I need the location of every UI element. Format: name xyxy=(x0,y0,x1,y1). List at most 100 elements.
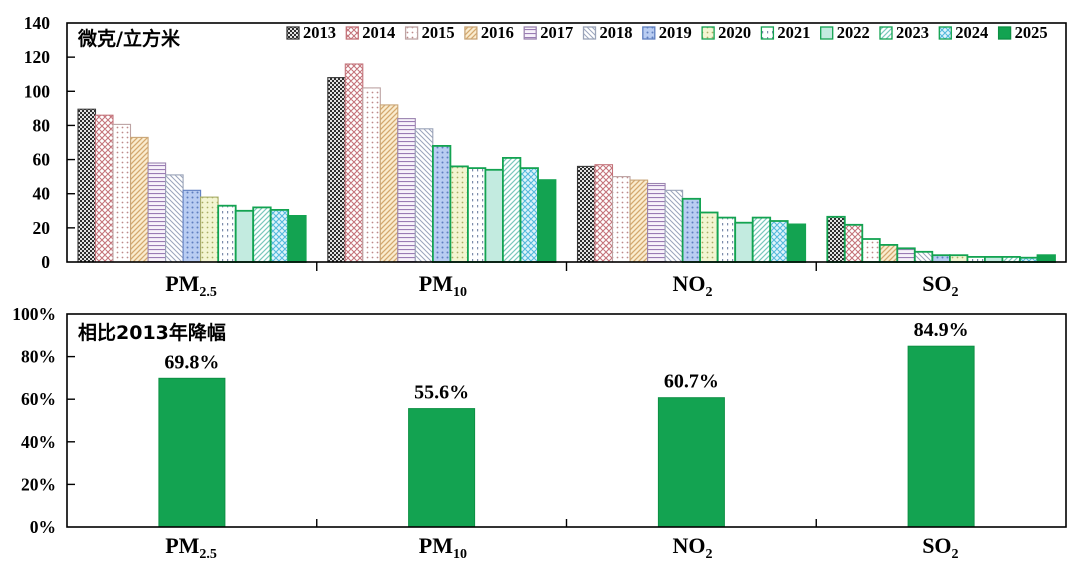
legend-item-2016: 2016 xyxy=(464,23,514,42)
legend-swatch-2019 xyxy=(642,26,656,40)
y-tick-label: 100 xyxy=(24,81,51,101)
top-category-label-NO2: NO2 xyxy=(673,271,713,300)
bar-NO2-2024 xyxy=(769,220,789,263)
bar-PM2.5-2014 xyxy=(94,114,114,263)
legend-swatch-2018 xyxy=(582,26,597,40)
reduction-value-label: 60.7% xyxy=(664,371,719,393)
bar-NO2-2017 xyxy=(647,182,666,263)
y-tick-label: 80 xyxy=(33,115,51,135)
bottom-category-label-PM10: PM10 xyxy=(419,533,467,562)
legend-label-2016: 2016 xyxy=(481,23,514,42)
bar-PM10-2022 xyxy=(484,168,504,263)
top-category-label-PM2.5: PM2.5 xyxy=(165,271,217,300)
legend-item-2021: 2021 xyxy=(760,23,810,42)
bottom-category-label-SO2: SO2 xyxy=(922,533,958,562)
bar-PM2.5-2018 xyxy=(165,174,184,263)
bar-NO2-reduction xyxy=(657,397,725,528)
bar-PM2.5-reduction xyxy=(158,377,226,528)
bar-NO2-2016 xyxy=(629,179,649,263)
legend-label-2024: 2024 xyxy=(955,23,988,42)
y-tick-label: 20% xyxy=(21,474,56,494)
bar-PM10-2025 xyxy=(537,179,557,263)
bar-SO2-2025 xyxy=(1036,254,1056,263)
legend-item-2024: 2024 xyxy=(938,23,988,42)
legend-label-2013: 2013 xyxy=(303,23,336,42)
bar-PM10-2024 xyxy=(519,167,539,263)
y-tick-label: 100% xyxy=(12,304,56,324)
top-chart-unit-label: 微克/立方米 xyxy=(78,28,180,50)
bar-SO2-2014 xyxy=(843,223,864,263)
bar-PM10-2020 xyxy=(449,165,469,263)
bar-SO2-2018 xyxy=(913,250,934,263)
bar-PM2.5-2015 xyxy=(112,123,132,263)
legend-label-2022: 2022 xyxy=(837,23,870,42)
bar-PM2.5-2019 xyxy=(182,189,202,263)
bar-PM2.5-2017 xyxy=(147,162,167,263)
y-tick-label: 40% xyxy=(21,432,56,452)
y-tick-label: 60% xyxy=(21,389,56,409)
top-category-label-PM10: PM10 xyxy=(419,271,467,300)
bar-PM10-2014 xyxy=(344,63,364,263)
legend-item-2013: 2013 xyxy=(286,23,336,42)
legend-swatch-2014 xyxy=(345,26,359,40)
legend-swatch-2015 xyxy=(404,26,419,40)
legend-item-2018: 2018 xyxy=(582,23,633,42)
bottom-chart-title: 相比2013年降幅 xyxy=(78,322,226,344)
y-tick-label: 20 xyxy=(33,218,51,238)
pollutant-concentration-chart: 0 20 40 60 80 100 120 140 PM2.5 PM10 NO2 SO2 2013 201… xyxy=(24,13,1067,300)
reduction-value-label: 69.8% xyxy=(164,351,219,373)
legend-label-2018: 2018 xyxy=(600,23,633,42)
bar-SO2-2015 xyxy=(861,238,881,263)
legend-item-2023: 2023 xyxy=(879,23,929,42)
bar-NO2-2025 xyxy=(786,223,807,263)
bar-NO2-2020 xyxy=(699,211,719,263)
bar-SO2-2020 xyxy=(949,254,969,263)
legend-label-2014: 2014 xyxy=(362,23,395,42)
bar-PM2.5-2013 xyxy=(77,108,97,263)
legend-swatch-2016 xyxy=(464,26,478,40)
legend-item-2015: 2015 xyxy=(404,23,455,42)
bar-NO2-2021 xyxy=(716,216,737,263)
legend-item-2019: 2019 xyxy=(642,23,692,42)
legend-label-2019: 2019 xyxy=(659,23,692,42)
y-tick-label: 80% xyxy=(21,347,56,367)
bar-PM10-2013 xyxy=(327,77,346,263)
legend-item-2022: 2022 xyxy=(820,23,870,42)
bar-PM10-2015 xyxy=(362,87,381,263)
legend-swatch-2013 xyxy=(286,26,300,40)
bar-PM10-2021 xyxy=(466,167,487,263)
bar-PM10-2018 xyxy=(414,128,434,263)
reduction-value-label: 84.9% xyxy=(914,319,969,341)
bar-PM2.5-2021 xyxy=(217,204,237,263)
y-tick-label: 60 xyxy=(33,150,51,170)
bar-SO2-2017 xyxy=(896,247,916,263)
bar-PM10-2023 xyxy=(501,156,522,263)
bar-PM2.5-2022 xyxy=(234,209,255,263)
legend-label-2015: 2015 xyxy=(422,23,455,42)
legend-swatch-2025 xyxy=(997,26,1012,40)
bar-PM10-reduction xyxy=(408,408,476,528)
bar-PM2.5-2025 xyxy=(287,214,307,263)
bar-PM10-2016 xyxy=(379,104,399,263)
legend-swatch-2023 xyxy=(879,26,893,40)
bar-NO2-2018 xyxy=(664,189,684,263)
legend-swatch-2020 xyxy=(701,26,715,40)
reduction-vs-2013-chart: 69.8% 55.6% 60.7% 84.9% 0% 20% 40% 60% 80% 100% PM… xyxy=(12,304,1067,562)
y-tick-label: 0 xyxy=(41,252,50,272)
bar-SO2-2019 xyxy=(931,254,951,263)
y-tick-label: 0% xyxy=(30,517,56,537)
reduction-value-label: 55.6% xyxy=(414,382,469,404)
y-tick-label: 120 xyxy=(24,47,51,67)
bar-PM10-2017 xyxy=(397,118,416,263)
legend-item-2020: 2020 xyxy=(701,23,751,42)
bar-PM10-2019 xyxy=(431,144,452,263)
legend-label-2023: 2023 xyxy=(896,23,929,42)
bottom-category-label-NO2: NO2 xyxy=(673,533,713,562)
bar-NO2-2023 xyxy=(751,216,772,263)
bar-SO2-2016 xyxy=(878,243,899,263)
bar-NO2-2022 xyxy=(734,221,754,263)
legend-swatch-2022 xyxy=(820,26,834,40)
legend-label-2021: 2021 xyxy=(777,23,810,42)
bar-NO2-2013 xyxy=(576,165,596,263)
